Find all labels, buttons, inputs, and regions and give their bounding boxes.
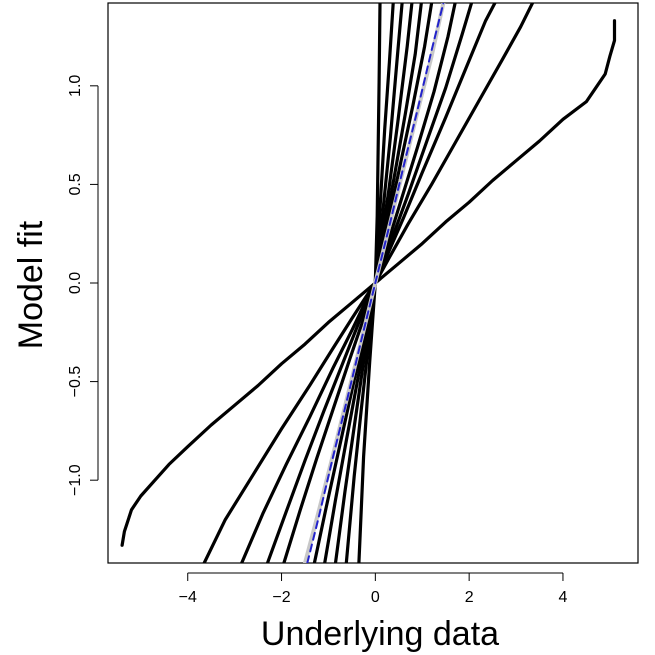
series-line-3 [265,3,474,563]
y-axis-title: Model fit [12,220,50,349]
x-axis-title: Underlying data [261,615,499,653]
x-tick-label: 2 [465,589,474,606]
reference-line-dashed [306,3,445,563]
x-tick-label: −4 [179,589,197,606]
series-line-2 [240,3,497,563]
y-tick-label: 1.0 [67,75,84,97]
x-tick-label: 0 [371,589,380,606]
y-tick-label: −1.0 [67,464,84,496]
series-line-12 [368,3,382,340]
y-tick-label: 0.0 [67,272,84,294]
series-line-1 [202,3,535,563]
series-line-0 [120,19,617,547]
plot-frame [107,2,639,564]
y-axis: −1.0 −0.5 0.0 0.5 1.0 [67,75,99,496]
reference-line-gray [303,3,446,563]
series-layer [120,3,617,563]
x-tick-label: −2 [272,589,290,606]
series-line-4 [282,3,457,563]
y-tick-label: −0.5 [67,366,84,398]
x-axis: −4 −2 0 2 4 [179,572,568,606]
y-tick-label: 0.5 [67,173,84,195]
x-tick-label: 4 [559,589,568,606]
